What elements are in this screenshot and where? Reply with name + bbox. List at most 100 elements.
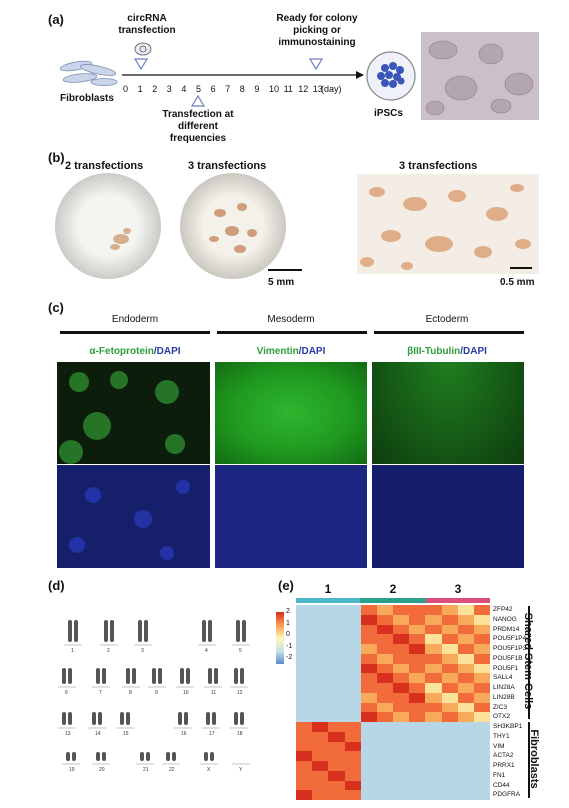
heatmap-cell <box>473 673 491 684</box>
heatmap-cell <box>425 780 442 791</box>
heatmap-cell <box>312 761 329 772</box>
dish-3-transfections <box>180 173 286 279</box>
group-bar-1 <box>296 598 360 603</box>
heatmap-cell <box>360 770 378 781</box>
heatmap-cell <box>344 780 361 791</box>
heatmap-cell <box>344 751 361 762</box>
timeline-tick-3: 3 <box>166 84 172 94</box>
heatmap-cell <box>409 712 426 723</box>
gene-label: THY1 <box>493 732 510 740</box>
heatmap-cell <box>425 663 442 674</box>
heatmap-cell <box>473 634 491 645</box>
heatmap-cell <box>409 761 426 772</box>
heatmap-cell <box>312 634 329 645</box>
heatmap-cell <box>393 683 410 694</box>
heatmap-cell <box>360 605 378 616</box>
scale-bar-5mm <box>268 269 302 271</box>
heatmap-cell <box>376 702 394 713</box>
heatmap-cell <box>328 624 345 635</box>
svg-text:Y: Y <box>239 767 243 773</box>
heatmap-cell <box>457 614 475 625</box>
heatmap-cell <box>344 741 361 752</box>
heatmap-cell <box>360 790 378 801</box>
heatmap-cell <box>296 644 313 655</box>
heatmap-cell <box>344 761 361 772</box>
heatmap-cell <box>425 653 442 664</box>
heatmap-cell <box>312 702 329 713</box>
heatmap-cell <box>393 722 410 733</box>
heatmap-cell <box>457 722 475 733</box>
heatmap-cell <box>409 644 426 655</box>
heatmap-cell <box>457 644 475 655</box>
chromosome-3: 3 <box>134 620 152 654</box>
mesoderm-green-image <box>215 362 367 464</box>
svg-text:X: X <box>207 767 211 773</box>
svg-text:8: 8 <box>129 690 132 696</box>
germ-layer-endoderm: Endoderm <box>111 314 159 325</box>
heatmap-cell <box>376 712 394 723</box>
heatmap-cell <box>312 663 329 674</box>
heatmap-cell <box>457 692 475 703</box>
group-label-1: 1 <box>324 582 332 596</box>
ready-label: Ready for colony picking or immunostaini… <box>276 13 358 48</box>
scale-5mm-label: 5 mm <box>268 277 295 288</box>
heatmap-cell <box>473 780 491 791</box>
heatmap-cell <box>457 790 475 801</box>
chromosome-Y: Y <box>232 763 250 773</box>
heatmap-cell <box>457 761 475 772</box>
heatmap-cell <box>312 741 329 752</box>
chromosome-5: 5 <box>232 620 250 654</box>
panel-b-label: (b) <box>48 150 65 165</box>
svg-text:3: 3 <box>141 648 144 654</box>
heatmap-cell <box>441 712 458 723</box>
heatmap-cell <box>312 722 329 733</box>
svg-text:20: 20 <box>99 767 105 773</box>
chromosome-10: 10 <box>176 668 194 696</box>
heatmap-cell <box>328 741 345 752</box>
heatmap-cell <box>441 624 458 635</box>
heatmap-cell <box>441 751 458 762</box>
svg-text:11: 11 <box>211 690 216 696</box>
day-unit-label: (day) <box>321 84 342 94</box>
svg-text:4: 4 <box>205 648 208 654</box>
chromosome-15: 15 <box>116 712 134 737</box>
stain-mesoderm-marker: Vimentin <box>256 346 299 357</box>
heatmap-cell <box>409 702 426 713</box>
heatmap-cell <box>360 663 378 674</box>
chromosome-8: 8 <box>122 668 140 696</box>
heatmap-cell <box>393 644 410 655</box>
heatmap-cell <box>393 712 410 723</box>
heatmap-cell <box>312 644 329 655</box>
photo-label: 3 transfections <box>399 160 478 172</box>
heatmap-cell <box>344 722 361 733</box>
heatmap-cell <box>296 722 313 733</box>
heatmap-cell <box>360 614 378 625</box>
stain-mesoderm-dapi: /DAPI <box>298 346 326 357</box>
circrna-label: circRNA transfection <box>118 13 176 36</box>
heatmap-cell <box>425 702 442 713</box>
stain-endoderm-dapi: /DAPI <box>153 346 181 357</box>
heatmap-cell <box>376 780 394 791</box>
heatmap-cell <box>425 741 442 752</box>
scale-bar-05mm <box>510 267 532 269</box>
heatmap-cell <box>473 712 491 723</box>
heatmap-cell <box>312 614 329 625</box>
heatmap-cell <box>376 761 394 772</box>
heatmap-cell <box>296 770 313 781</box>
heatmap-cell <box>376 663 394 674</box>
gene-label: CD44 <box>493 781 510 789</box>
heatmap-cell <box>296 653 313 664</box>
heatmap-cell <box>473 790 491 801</box>
stain-ectoderm-dapi: /DAPI <box>460 346 487 357</box>
heatmap-cell <box>393 653 410 664</box>
heatmap-cell <box>441 644 458 655</box>
heatmap-cell <box>360 644 378 655</box>
chromosome-4: 4 <box>198 620 216 654</box>
heatmap-cell <box>296 614 313 625</box>
heatmap-cell <box>344 673 361 684</box>
chromosome-X: X <box>200 752 218 773</box>
chromosome-16: 16 <box>174 712 192 737</box>
heatmap-cell <box>425 614 442 625</box>
heatmap-cell <box>425 644 442 655</box>
